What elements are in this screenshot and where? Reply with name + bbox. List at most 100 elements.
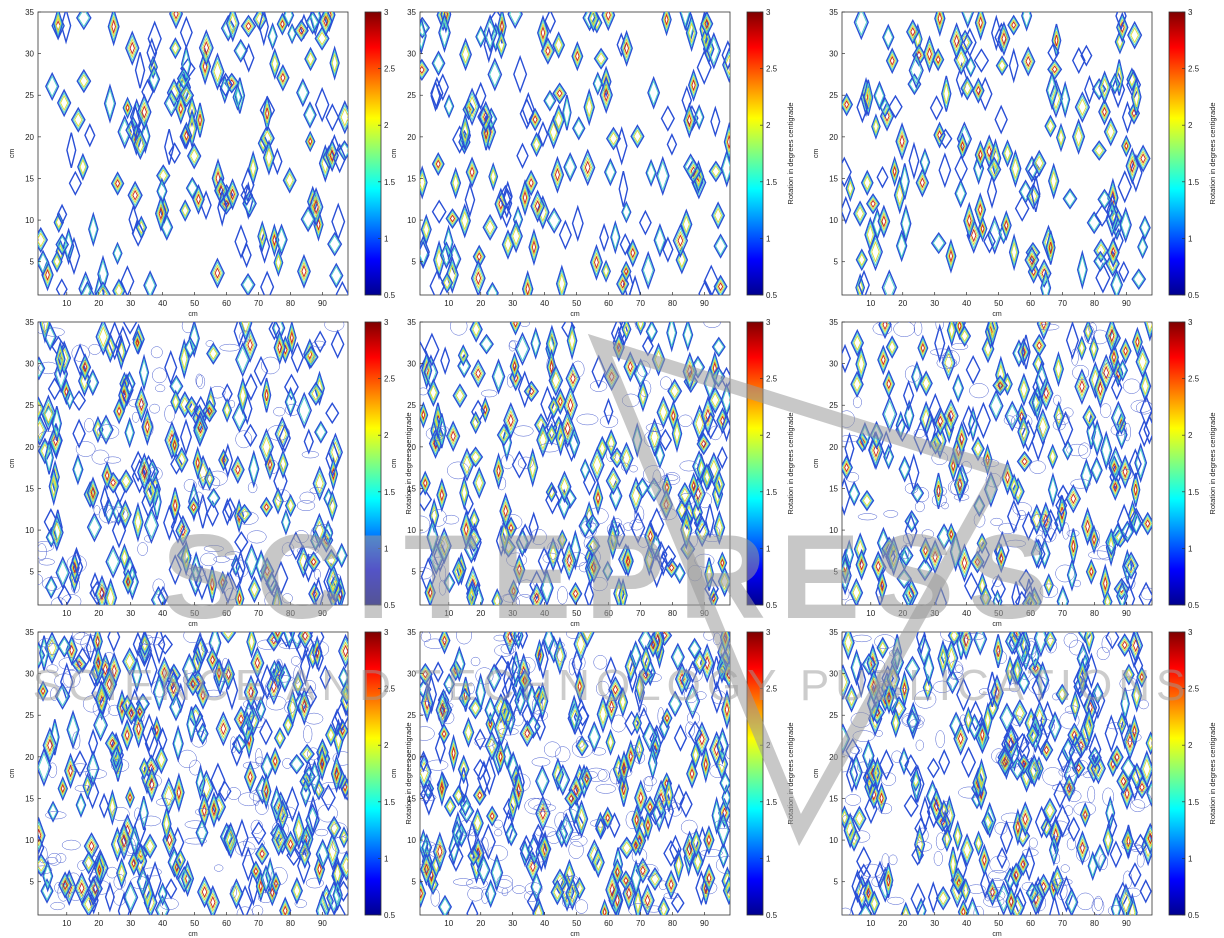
contour-mark (845, 174, 856, 203)
contour-mark (433, 539, 447, 573)
contour-mark (469, 166, 475, 179)
contour-mark (451, 745, 456, 761)
contour-mark (202, 37, 211, 59)
contour-mark (320, 757, 325, 771)
contour-mark (622, 263, 631, 280)
contour-mark (1135, 144, 1151, 173)
contour-mark (509, 219, 523, 254)
contour-mark (233, 461, 242, 478)
contour-mark (544, 92, 555, 110)
contour-mark (447, 461, 470, 480)
contour-mark (44, 440, 54, 475)
contour-mark (897, 233, 907, 259)
contour-mark (285, 172, 294, 188)
contour-mark (114, 478, 126, 505)
contour-mark (1093, 142, 1105, 159)
contour-mark (1111, 522, 1124, 548)
contour-mark (567, 397, 574, 413)
contour-mark (45, 444, 53, 471)
contour-mark (976, 143, 985, 167)
x-tick-label: 10 (62, 919, 71, 928)
contour-mark (521, 722, 533, 744)
contour-mark (1132, 476, 1140, 504)
contour-mark (263, 385, 270, 405)
contour-mark (865, 87, 872, 108)
contour-mark (297, 253, 311, 289)
x-tick-label: 50 (190, 919, 199, 928)
contour-mark (56, 203, 68, 226)
contour-mark (533, 592, 540, 604)
contour-mark (567, 792, 576, 805)
x-tick-label: 20 (476, 299, 485, 308)
contour-mark (546, 207, 562, 234)
contour-mark (173, 772, 185, 813)
contour-mark (226, 787, 241, 800)
contour-mark (1003, 142, 1012, 165)
contour-mark (1037, 412, 1049, 442)
x-tick-label: 80 (286, 609, 295, 618)
contour-mark (80, 371, 89, 391)
contour-mark (572, 116, 586, 141)
contour-mark (907, 22, 918, 42)
contour-mark (42, 398, 55, 428)
contour-mark (506, 373, 515, 388)
contour-mark (152, 484, 162, 520)
contour-mark (230, 736, 243, 767)
contour-mark (530, 189, 545, 223)
contour-mark (452, 819, 463, 848)
contour-mark (1091, 531, 1097, 549)
contour-mark (200, 33, 213, 63)
contour-mark (609, 131, 618, 146)
contour-mark (1018, 568, 1034, 594)
contour-mark (300, 842, 310, 866)
contour-mark (966, 58, 975, 76)
contour-mark (286, 322, 297, 356)
contour-mark (623, 265, 630, 278)
contour-mark (118, 469, 134, 494)
colorbar (365, 12, 381, 295)
contour-mark (59, 874, 71, 896)
contour-mark (50, 426, 62, 454)
contour-mark (197, 110, 203, 130)
contour-mark (995, 55, 1009, 76)
contour-mark (420, 682, 434, 724)
contour-mark (856, 276, 864, 295)
contour-mark (477, 791, 483, 800)
contour-mark (129, 708, 145, 725)
contour-mark (629, 244, 637, 262)
contour-mark (232, 83, 243, 111)
contour-mark (207, 650, 218, 670)
contour-mark (1091, 340, 1097, 358)
contour-mark (467, 585, 476, 605)
contour-mark (233, 86, 242, 108)
contour-mark (1129, 153, 1143, 193)
contour-mark (203, 40, 210, 55)
contour-mark (955, 182, 966, 205)
contour-mark (38, 828, 42, 843)
contour-mark (312, 576, 324, 605)
contour-mark (335, 542, 348, 569)
contour-mark (689, 72, 698, 98)
contour-mark (475, 789, 484, 802)
contour-mark (725, 54, 730, 76)
contour-mark (528, 452, 537, 483)
colorbar-tick-label: 0.5 (384, 911, 396, 920)
contour-mark (1098, 353, 1114, 392)
contour-mark (317, 31, 327, 46)
contour-mark (908, 24, 917, 40)
contour-mark (70, 763, 91, 773)
contour-mark (120, 471, 132, 491)
contour-mark (98, 414, 114, 445)
contour-mark (559, 533, 566, 547)
contour-mark (342, 644, 348, 658)
contour-mark (497, 33, 506, 56)
contour-mark (531, 239, 537, 255)
contour-mark (1130, 27, 1139, 44)
contour-mark (113, 874, 126, 890)
contour-mark (591, 248, 602, 277)
contour-mark (1133, 330, 1142, 354)
contour-mark (262, 436, 271, 458)
contour-mark (1025, 55, 1031, 68)
contour-mark (677, 248, 687, 272)
contour-mark (160, 663, 169, 683)
